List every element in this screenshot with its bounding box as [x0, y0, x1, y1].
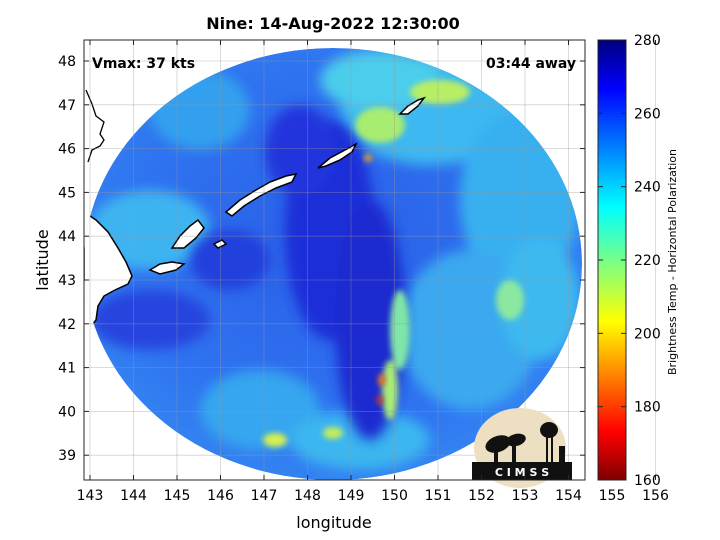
y-tick-label: 39 — [58, 448, 76, 464]
x-tick-label: 145 — [164, 488, 191, 504]
colorbar-tick-label: 160 — [634, 473, 661, 489]
y-tick-label: 45 — [58, 185, 76, 201]
y-tick-labels: 48 47 46 45 44 43 42 41 40 39 — [58, 54, 76, 464]
cimss-logo-text: C I M S S — [495, 466, 549, 479]
x-tick-label: 148 — [294, 488, 321, 504]
y-tick-label: 40 — [58, 404, 76, 420]
colorbar-label: Brightness Temp - Horizontal Polarizatio… — [666, 149, 679, 375]
colorbar: 280 260 240 220 200 180 160 Brightness Temp - … — [597, 33, 679, 489]
y-axis-label: latitude — [33, 229, 52, 290]
time-away-label: 03:44 away — [486, 56, 576, 72]
coastline-west — [85, 89, 105, 163]
x-tick-label: 149 — [338, 488, 365, 504]
colorbar-tick-label: 200 — [634, 326, 661, 342]
cimss-logo: C I M S S — [472, 408, 572, 488]
x-tick-label: 152 — [468, 488, 495, 504]
vmax-label: Vmax: 37 kts — [92, 56, 195, 72]
x-tick-label: 156 — [642, 488, 669, 504]
x-tick-label: 153 — [512, 488, 539, 504]
x-axis-label: longitude — [296, 513, 371, 532]
x-tick-label: 146 — [207, 488, 234, 504]
colorbar-tick-label: 180 — [634, 400, 661, 416]
plot-area: Vmax: 37 kts 03:44 away C I M S S — [83, 39, 656, 488]
colorbar-tick-label: 220 — [634, 253, 661, 269]
x-tick-label: 147 — [251, 488, 278, 504]
x-tick-labels: 143 144 145 146 147 148 149 150 151 152 153 154 155 1… — [77, 488, 669, 504]
colorbar-tick-label: 240 — [634, 180, 661, 196]
y-tick-label: 48 — [58, 54, 76, 70]
y-tick-label: 44 — [58, 229, 76, 245]
y-tick-label: 46 — [58, 142, 76, 158]
x-tick-label: 150 — [381, 488, 408, 504]
brightness-temp-field — [84, 48, 582, 480]
colorbar-tick-label: 260 — [634, 106, 661, 122]
y-tick-label: 41 — [58, 361, 76, 377]
x-tick-label: 143 — [77, 488, 104, 504]
y-tick-label: 43 — [58, 273, 76, 289]
y-tick-label: 47 — [58, 98, 76, 114]
y-tick-label: 42 — [58, 317, 76, 333]
colorbar-tick-label: 280 — [634, 33, 661, 49]
x-tick-label: 144 — [120, 488, 147, 504]
x-tick-label: 155 — [599, 488, 626, 504]
coastline — [84, 96, 427, 331]
x-tick-label: 154 — [555, 488, 582, 504]
figure-title: Nine: 14-Aug-2022 12:30:00 — [206, 14, 460, 33]
x-tick-label: 151 — [425, 488, 452, 504]
